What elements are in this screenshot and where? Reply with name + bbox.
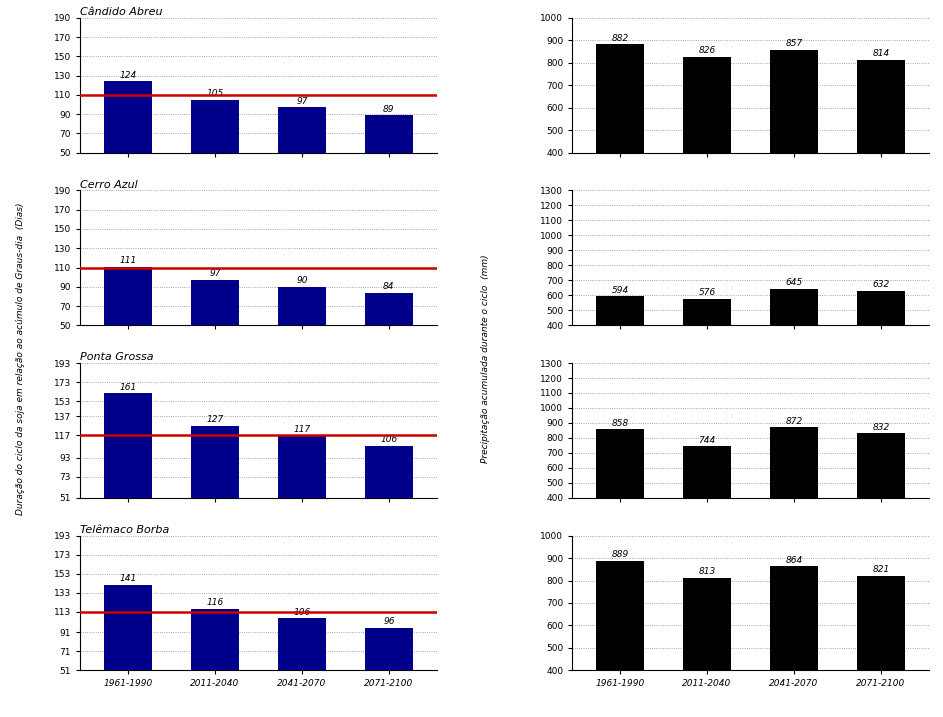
Text: 826: 826 — [699, 47, 716, 55]
Text: 161: 161 — [120, 383, 137, 391]
Text: 141: 141 — [120, 574, 137, 584]
Text: 857: 857 — [786, 39, 802, 49]
Text: 814: 814 — [872, 49, 889, 58]
Bar — [596, 44, 644, 242]
Text: 813: 813 — [699, 567, 716, 576]
Text: 89: 89 — [383, 105, 395, 113]
Text: 889: 889 — [611, 550, 629, 559]
Text: 124: 124 — [120, 71, 137, 80]
Bar — [683, 578, 731, 717]
Text: 832: 832 — [872, 422, 889, 432]
Bar — [278, 618, 326, 717]
Text: 594: 594 — [611, 285, 629, 295]
Text: 84: 84 — [383, 282, 395, 291]
Bar — [278, 287, 326, 374]
Text: 116: 116 — [207, 598, 223, 607]
Bar — [104, 394, 152, 546]
Text: Cândido Abreu: Cândido Abreu — [80, 7, 162, 17]
Bar — [857, 60, 905, 242]
Bar — [365, 115, 413, 201]
Text: 96: 96 — [383, 617, 395, 626]
Text: 645: 645 — [786, 278, 802, 287]
Bar — [770, 288, 818, 385]
Text: Ponta Grossa: Ponta Grossa — [80, 352, 154, 362]
Bar — [683, 446, 731, 558]
Bar — [104, 82, 152, 201]
Bar — [365, 446, 413, 546]
Text: Precipitação acumulada durante o ciclo  (mm): Precipitação acumulada durante o ciclo (… — [481, 255, 490, 462]
Text: 632: 632 — [872, 280, 889, 289]
Bar — [365, 627, 413, 717]
Bar — [596, 296, 644, 385]
Bar — [596, 561, 644, 717]
Text: 97: 97 — [209, 270, 221, 278]
Text: 106: 106 — [380, 435, 398, 444]
Bar — [365, 293, 413, 374]
Text: Telêmaco Borba: Telêmaco Borba — [80, 525, 170, 535]
Text: Cerro Azul: Cerro Azul — [80, 180, 138, 190]
Bar — [191, 280, 239, 374]
Text: 872: 872 — [786, 417, 802, 425]
Bar — [770, 427, 818, 558]
Text: 744: 744 — [699, 436, 716, 445]
Text: 864: 864 — [786, 556, 802, 564]
Text: 127: 127 — [207, 415, 223, 424]
Bar — [683, 57, 731, 242]
Bar — [191, 609, 239, 717]
Text: 105: 105 — [207, 89, 223, 98]
Text: 882: 882 — [611, 34, 629, 43]
Bar — [857, 433, 905, 558]
Bar — [770, 566, 818, 717]
Bar — [857, 576, 905, 717]
Text: 117: 117 — [293, 424, 310, 434]
Text: 111: 111 — [120, 256, 137, 265]
Text: 97: 97 — [296, 97, 307, 106]
Bar — [857, 290, 905, 385]
Text: 576: 576 — [699, 288, 716, 298]
Bar — [278, 435, 326, 546]
Text: 858: 858 — [611, 419, 629, 427]
Bar — [191, 426, 239, 546]
Bar — [596, 429, 644, 558]
Text: 821: 821 — [872, 565, 889, 574]
Text: 90: 90 — [296, 276, 307, 285]
Bar — [191, 100, 239, 201]
Bar — [683, 299, 731, 385]
Bar — [770, 50, 818, 242]
Bar — [278, 108, 326, 201]
Text: Duração do ciclo da soja em relação ao acúmulo de Graus-dia  (Dias): Duração do ciclo da soja em relação ao a… — [16, 202, 25, 515]
Text: 106: 106 — [293, 607, 310, 617]
Bar — [104, 267, 152, 374]
Bar — [104, 585, 152, 717]
